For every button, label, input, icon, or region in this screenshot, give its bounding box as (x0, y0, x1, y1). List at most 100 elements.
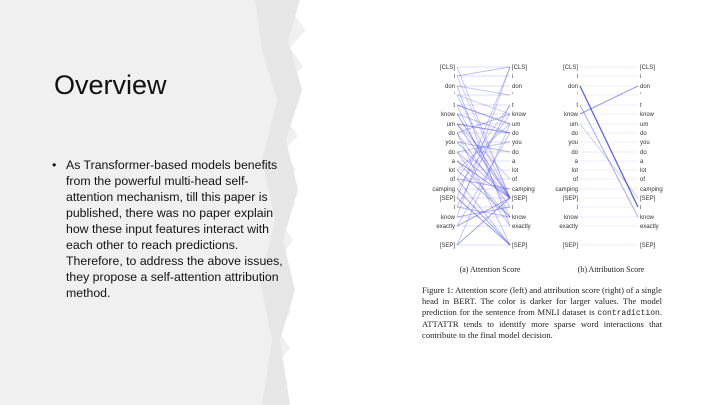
token-label-b-right: [SEP] (640, 243, 656, 249)
token-label-a-right: ' (512, 93, 513, 99)
attention-link (456, 66, 511, 218)
attention-link (456, 123, 511, 171)
token-label-b-left: t (576, 103, 578, 109)
token-label-a-right: um (512, 122, 520, 128)
attention-link (456, 132, 511, 208)
token-label-a-right: do (512, 131, 519, 137)
token-label-b-left: i (577, 74, 578, 80)
token-label-b-right: i (640, 205, 641, 211)
attention-link (456, 132, 511, 246)
attention-link (456, 160, 511, 218)
token-label-b-right: you (640, 140, 650, 146)
token-label-a-left: camping (432, 187, 455, 193)
attention-link (456, 123, 511, 199)
token-label-a-right: t (512, 103, 514, 109)
token-label-b-left: i (577, 205, 578, 211)
token-label-a-left: ' (454, 93, 455, 99)
attention-link (456, 66, 511, 199)
token-label-b-right: a (640, 159, 644, 165)
caption-prediction: contradiction (597, 309, 660, 318)
token-label-a-left: um (447, 122, 455, 128)
token-label-b-right: of (640, 177, 645, 183)
attention-link (456, 206, 511, 218)
token-label-a-left: you (445, 140, 455, 146)
token-label-b-right: know (640, 112, 655, 118)
attribution-link (579, 123, 639, 199)
token-label-a-right: a (512, 159, 516, 165)
attention-link (456, 66, 511, 199)
token-label-a-left: exactly (436, 224, 455, 230)
token-label-a-right: don (512, 84, 522, 90)
token-label-b-left: you (568, 140, 578, 146)
token-label-b-left: a (575, 159, 579, 165)
token-label-b-right: exactly (640, 224, 659, 230)
attention-link (456, 113, 511, 134)
attention-link (456, 160, 511, 199)
token-label-b-right: camping (640, 187, 663, 193)
token-label-b-right: don (640, 84, 650, 90)
bullet-list: • As Transformer-based models benefits f… (46, 157, 286, 301)
bullet-marker: • (52, 158, 57, 172)
token-label-b-right: lot (640, 168, 647, 174)
token-label-b-right: do (640, 150, 647, 156)
attention-link (456, 94, 511, 115)
attribution-link (579, 85, 639, 208)
attention-link (456, 85, 511, 96)
token-label-b-left: ' (577, 93, 578, 99)
token-label-a-left: do (448, 131, 455, 137)
attention-link (456, 113, 511, 190)
attention-link (456, 169, 511, 218)
attention-figure: [CLS] [CLS] i i don don ' ' t t know know um um do do yo… (405, 55, 695, 385)
caption-text-end: . ATTATTR tends to identify more sparse … (422, 307, 662, 340)
token-label-b-right: um (640, 122, 648, 128)
subplot-a-label: (a) Attention Score (460, 265, 521, 274)
attention-link (456, 85, 511, 227)
attention-link (456, 197, 511, 246)
token-label-a-left: don (445, 84, 455, 90)
token-label-a-left: do (448, 150, 455, 156)
token-label-a-right: i (512, 74, 513, 80)
token-label-a-left: [SEP] (440, 243, 456, 249)
attention-link (456, 104, 511, 208)
token-label-a-left: know (441, 215, 456, 221)
token-label-b-right: t (640, 103, 642, 109)
token-label-a-right: do (512, 150, 519, 156)
token-label-a-left: lot (449, 168, 456, 174)
token-label-a-right: of (512, 177, 517, 183)
token-label-b-left: exactly (559, 224, 578, 230)
token-label-a-left: know (441, 112, 456, 118)
attention-link (456, 94, 511, 199)
token-label-a-right: [SEP] (512, 196, 528, 202)
token-label-b-right: [CLS] (640, 65, 655, 71)
token-label-b-left: of (573, 177, 578, 183)
attention-link (456, 104, 511, 180)
attention-link (456, 151, 511, 199)
token-label-b-right: ' (640, 93, 641, 99)
attention-link (456, 123, 511, 180)
attention-link (456, 75, 511, 199)
attention-link (456, 141, 511, 153)
token-label-a-left: i (454, 74, 455, 80)
token-label-b-right: i (640, 74, 641, 80)
token-label-b-right: know (640, 215, 655, 221)
token-label-a-left: of (450, 177, 455, 183)
bullet-text: As Transformer-based models benefits fro… (66, 158, 283, 300)
token-label-a-left: i (454, 205, 455, 211)
token-label-a-right: you (512, 140, 522, 146)
attention-link (456, 151, 511, 227)
attention-link (456, 123, 511, 246)
token-label-a-left: a (452, 159, 456, 165)
attribution-link (579, 104, 639, 218)
attention-link (456, 188, 511, 246)
token-label-b-left: know (564, 112, 579, 118)
token-label-b-right: [SEP] (640, 196, 656, 202)
token-label-b-left: do (571, 150, 578, 156)
token-label-b-left: [SEP] (563, 196, 579, 202)
token-label-a-right: [SEP] (512, 243, 528, 249)
token-label-b-right: do (640, 131, 647, 137)
attention-link (456, 206, 511, 218)
token-label-b-left: camping (555, 187, 578, 193)
attention-link (456, 113, 511, 199)
token-label-a-right: know (512, 112, 527, 118)
